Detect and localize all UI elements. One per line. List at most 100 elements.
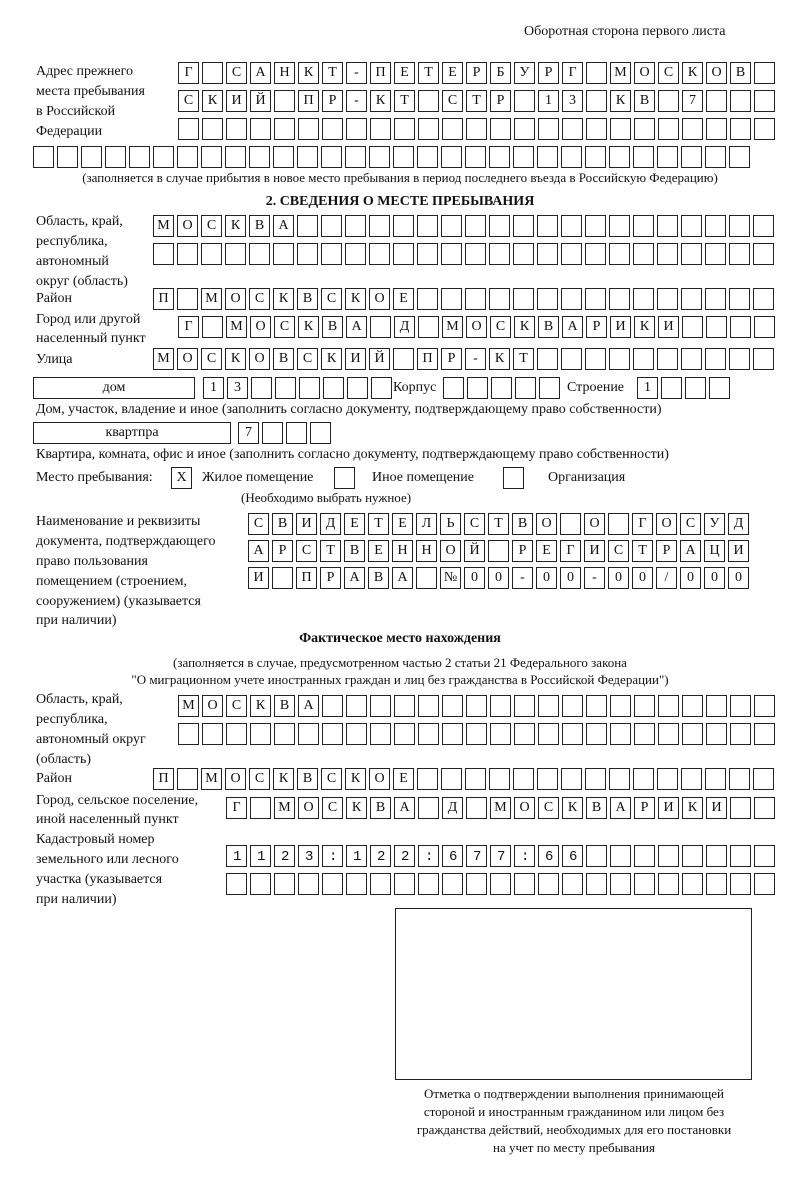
char-cell[interactable]: В	[273, 348, 294, 370]
char-cell[interactable]: 0	[728, 567, 749, 589]
char-cell[interactable]: Р	[466, 62, 487, 84]
char-cell[interactable]	[657, 348, 678, 370]
char-cell[interactable]: А	[562, 316, 583, 338]
char-cell[interactable]	[754, 316, 775, 338]
char-cell[interactable]: Н	[416, 540, 437, 562]
char-cell[interactable]	[513, 243, 534, 265]
char-cell[interactable]	[610, 845, 631, 867]
char-cell[interactable]	[608, 513, 629, 535]
char-cell[interactable]: Ь	[440, 513, 461, 535]
char-cell[interactable]	[586, 695, 607, 717]
char-cell[interactable]	[418, 873, 439, 895]
char-cell[interactable]: И	[345, 348, 366, 370]
char-cell[interactable]	[538, 845, 559, 867]
char-cell[interactable]	[730, 695, 751, 717]
char-cell[interactable]	[466, 873, 487, 895]
char-cell[interactable]	[609, 348, 630, 370]
char-cell[interactable]	[442, 845, 463, 867]
char-cell[interactable]	[251, 377, 272, 399]
char-cell[interactable]: 1	[538, 90, 559, 112]
char-cell[interactable]	[443, 377, 464, 399]
char-cell[interactable]: Е	[442, 62, 463, 84]
char-cell[interactable]: 0	[680, 567, 701, 589]
char-cell[interactable]	[705, 215, 726, 237]
char-cell[interactable]: 0	[632, 567, 653, 589]
char-cell[interactable]	[586, 90, 607, 112]
char-cell[interactable]	[370, 695, 391, 717]
char-cell[interactable]	[706, 723, 727, 745]
option-organization-checkbox[interactable]	[503, 467, 524, 489]
char-cell[interactable]: М	[274, 797, 295, 819]
char-cell[interactable]	[537, 768, 558, 790]
char-cell[interactable]	[754, 62, 775, 84]
char-cell[interactable]: Е	[536, 540, 557, 562]
char-cell[interactable]: -	[512, 567, 533, 589]
char-cell[interactable]	[370, 316, 391, 338]
char-cell[interactable]: Р	[490, 90, 511, 112]
char-cell[interactable]: 3	[562, 90, 583, 112]
char-cell[interactable]: К	[273, 768, 294, 790]
char-cell[interactable]: Т	[488, 513, 509, 535]
char-cell[interactable]	[81, 146, 102, 168]
char-cell[interactable]: Д	[320, 513, 341, 535]
char-cell[interactable]	[441, 243, 462, 265]
char-cell[interactable]: И	[226, 90, 247, 112]
char-cell[interactable]	[346, 695, 367, 717]
char-cell[interactable]: К	[321, 348, 342, 370]
char-cell[interactable]	[538, 873, 559, 895]
char-cell[interactable]	[586, 62, 607, 84]
char-cell[interactable]	[658, 845, 679, 867]
char-cell[interactable]: Т	[466, 90, 487, 112]
char-cell[interactable]	[729, 146, 750, 168]
char-cell[interactable]: С	[538, 797, 559, 819]
char-cell[interactable]	[658, 695, 679, 717]
char-cell[interactable]	[250, 797, 271, 819]
char-cell[interactable]	[730, 118, 751, 140]
char-cell[interactable]	[202, 62, 223, 84]
char-cell[interactable]: К	[489, 348, 510, 370]
char-cell[interactable]: В	[297, 768, 318, 790]
char-cell[interactable]	[657, 768, 678, 790]
char-cell[interactable]: В	[730, 62, 751, 84]
char-cell[interactable]	[705, 348, 726, 370]
char-cell[interactable]: М	[610, 62, 631, 84]
char-cell[interactable]	[466, 118, 487, 140]
char-cell[interactable]: С	[226, 695, 247, 717]
char-cell[interactable]	[586, 723, 607, 745]
char-cell[interactable]	[347, 377, 368, 399]
char-cell[interactable]	[514, 723, 535, 745]
char-cell[interactable]: С	[249, 288, 270, 310]
char-cell[interactable]: О	[177, 215, 198, 237]
char-cell[interactable]	[585, 146, 606, 168]
char-cell[interactable]: -	[465, 348, 486, 370]
char-cell[interactable]: У	[514, 62, 535, 84]
char-cell[interactable]	[633, 768, 654, 790]
char-cell[interactable]: О	[369, 288, 390, 310]
char-cell[interactable]	[729, 768, 750, 790]
char-cell[interactable]	[562, 695, 583, 717]
char-cell[interactable]: К	[298, 316, 319, 338]
char-cell[interactable]	[202, 723, 223, 745]
char-cell[interactable]	[153, 243, 174, 265]
char-cell[interactable]	[441, 215, 462, 237]
char-cell[interactable]: Й	[369, 348, 390, 370]
option-residential-checkbox[interactable]: X	[171, 467, 192, 489]
char-cell[interactable]	[657, 146, 678, 168]
char-cell[interactable]: -	[346, 90, 367, 112]
char-cell[interactable]	[681, 146, 702, 168]
char-cell[interactable]: Р	[656, 540, 677, 562]
char-cell[interactable]	[489, 215, 510, 237]
char-cell[interactable]	[441, 768, 462, 790]
char-cell[interactable]: К	[682, 62, 703, 84]
char-cell[interactable]: С	[321, 768, 342, 790]
char-cell[interactable]: В	[512, 513, 533, 535]
char-cell[interactable]	[417, 215, 438, 237]
char-cell[interactable]	[610, 873, 631, 895]
char-cell[interactable]: Р	[441, 348, 462, 370]
char-cell[interactable]	[706, 118, 727, 140]
char-cell[interactable]	[753, 243, 774, 265]
char-cell[interactable]	[417, 146, 438, 168]
char-cell[interactable]	[442, 118, 463, 140]
char-cell[interactable]	[754, 90, 775, 112]
char-cell[interactable]	[514, 90, 535, 112]
